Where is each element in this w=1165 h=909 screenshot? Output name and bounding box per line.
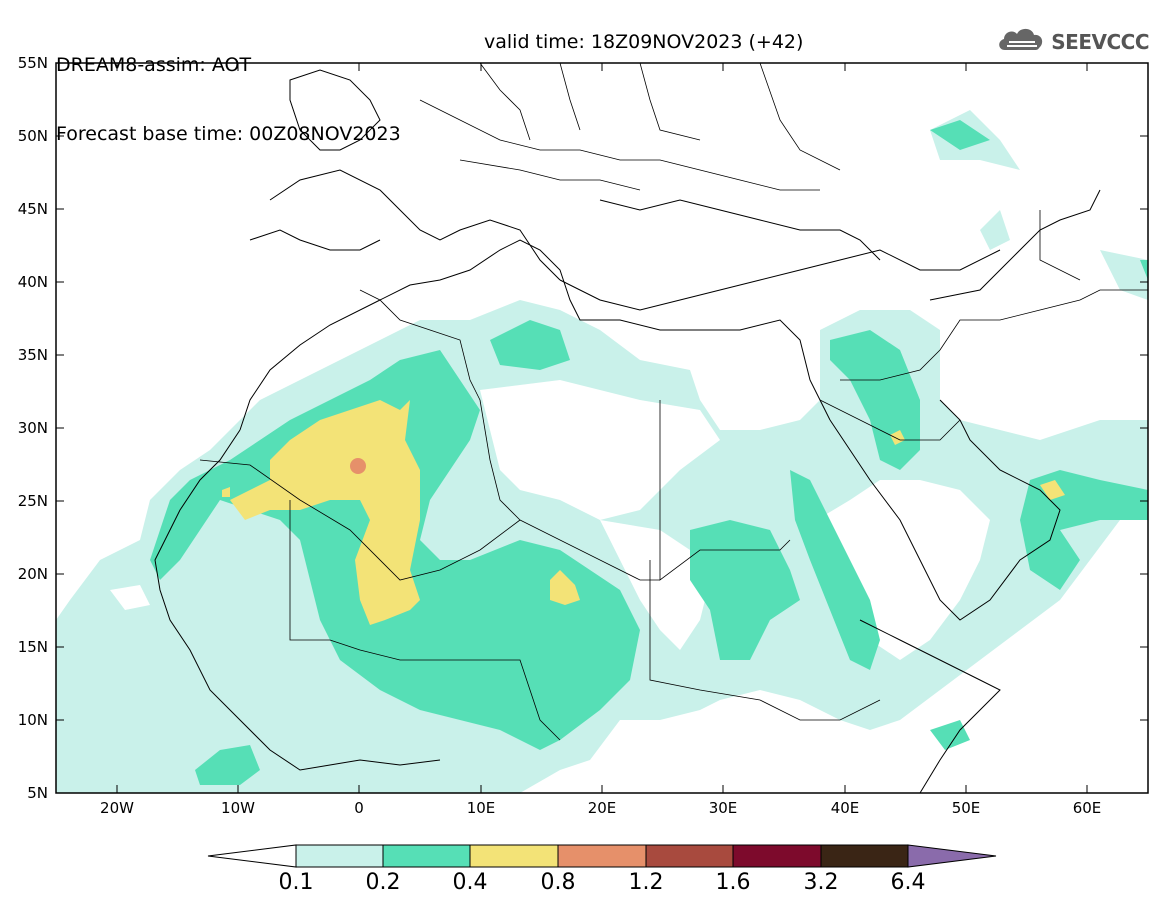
- lon-label-10w: 10W: [221, 799, 255, 817]
- lat-label-25n: 25N: [18, 492, 48, 510]
- lat-label-40n: 40N: [18, 273, 48, 291]
- colorbar-tick-3: 0.8: [540, 870, 576, 895]
- colorbar-seg-4: [557, 844, 647, 868]
- colorbar-seg-5: [645, 844, 734, 868]
- lon-label-60e: 60E: [1073, 799, 1102, 817]
- colorbar-tick-7: 6.4: [890, 870, 926, 895]
- lat-axis: 55N 50N 45N 40N 35N 30N 25N 20N 15N 10N …: [18, 54, 1148, 802]
- aot-contour-0.8: [350, 458, 366, 474]
- borders: [199, 63, 1148, 741]
- lat-label-50n: 50N: [18, 127, 48, 145]
- colorbar-tick-1: 0.2: [365, 870, 401, 895]
- aot-field: [56, 63, 1148, 793]
- aot-contour-0.2: [150, 120, 1148, 785]
- lat-label-15n: 15N: [18, 638, 48, 656]
- map-title: DREAM8-assim: AOT: [56, 54, 252, 76]
- base-time: Forecast base time: 00Z08NOV2023: [56, 123, 401, 145]
- colorbar-seg-1: [295, 844, 384, 868]
- lat-label-55n: 55N: [18, 54, 48, 72]
- valid-time: valid time: 18Z09NOV2023 (+42): [484, 31, 804, 53]
- colorbar-tick-5: 1.6: [715, 870, 751, 895]
- colorbar-seg-2: [382, 844, 471, 868]
- colorbar-seg-6: [732, 844, 822, 868]
- colorbar-tick-2: 0.4: [452, 870, 488, 895]
- colorbar: [207, 844, 997, 868]
- lat-label-10n: 10N: [18, 711, 48, 729]
- lon-axis: 20W 10W 0 10E 20E 30E 40E 50E 60E: [100, 63, 1101, 817]
- colorbar-seg-0: [207, 844, 297, 868]
- aot-contour-0.4: [222, 400, 1065, 625]
- colorbar-tick-6: 3.2: [803, 870, 839, 895]
- lon-label-20e: 20E: [588, 799, 617, 817]
- colorbar-seg-3: [469, 844, 559, 868]
- lon-label-40e: 40E: [831, 799, 860, 817]
- colorbar-tick-0: 0.1: [278, 870, 314, 895]
- lat-label-35n: 35N: [18, 346, 48, 364]
- lon-label-0: 0: [354, 799, 364, 817]
- logo-text: SEEVCCC: [1051, 29, 1149, 54]
- lon-label-20w: 20W: [100, 799, 134, 817]
- lat-label-5n: 5N: [27, 784, 48, 802]
- colorbar-labels: 0.1 0.2 0.4 0.8 1.2 1.6 3.2 6.4: [0, 870, 1165, 900]
- lon-label-10e: 10E: [467, 799, 496, 817]
- colorbar-seg-7: [820, 844, 909, 868]
- lon-label-50e: 50E: [952, 799, 981, 817]
- coastlines: [154, 69, 1101, 793]
- seevccc-logo: SEEVCCC: [995, 24, 1149, 59]
- colorbar-seg-8: [907, 844, 997, 868]
- lon-label-30e: 30E: [709, 799, 738, 817]
- colorbar-tick-4: 1.2: [628, 870, 664, 895]
- lat-label-20n: 20N: [18, 565, 48, 583]
- lat-label-30n: 30N: [18, 419, 48, 437]
- lat-label-45n: 45N: [18, 200, 48, 218]
- map-header: DREAM8-assim: AOT Forecast base time: 00…: [56, 8, 803, 192]
- cloud-icon: [995, 24, 1047, 59]
